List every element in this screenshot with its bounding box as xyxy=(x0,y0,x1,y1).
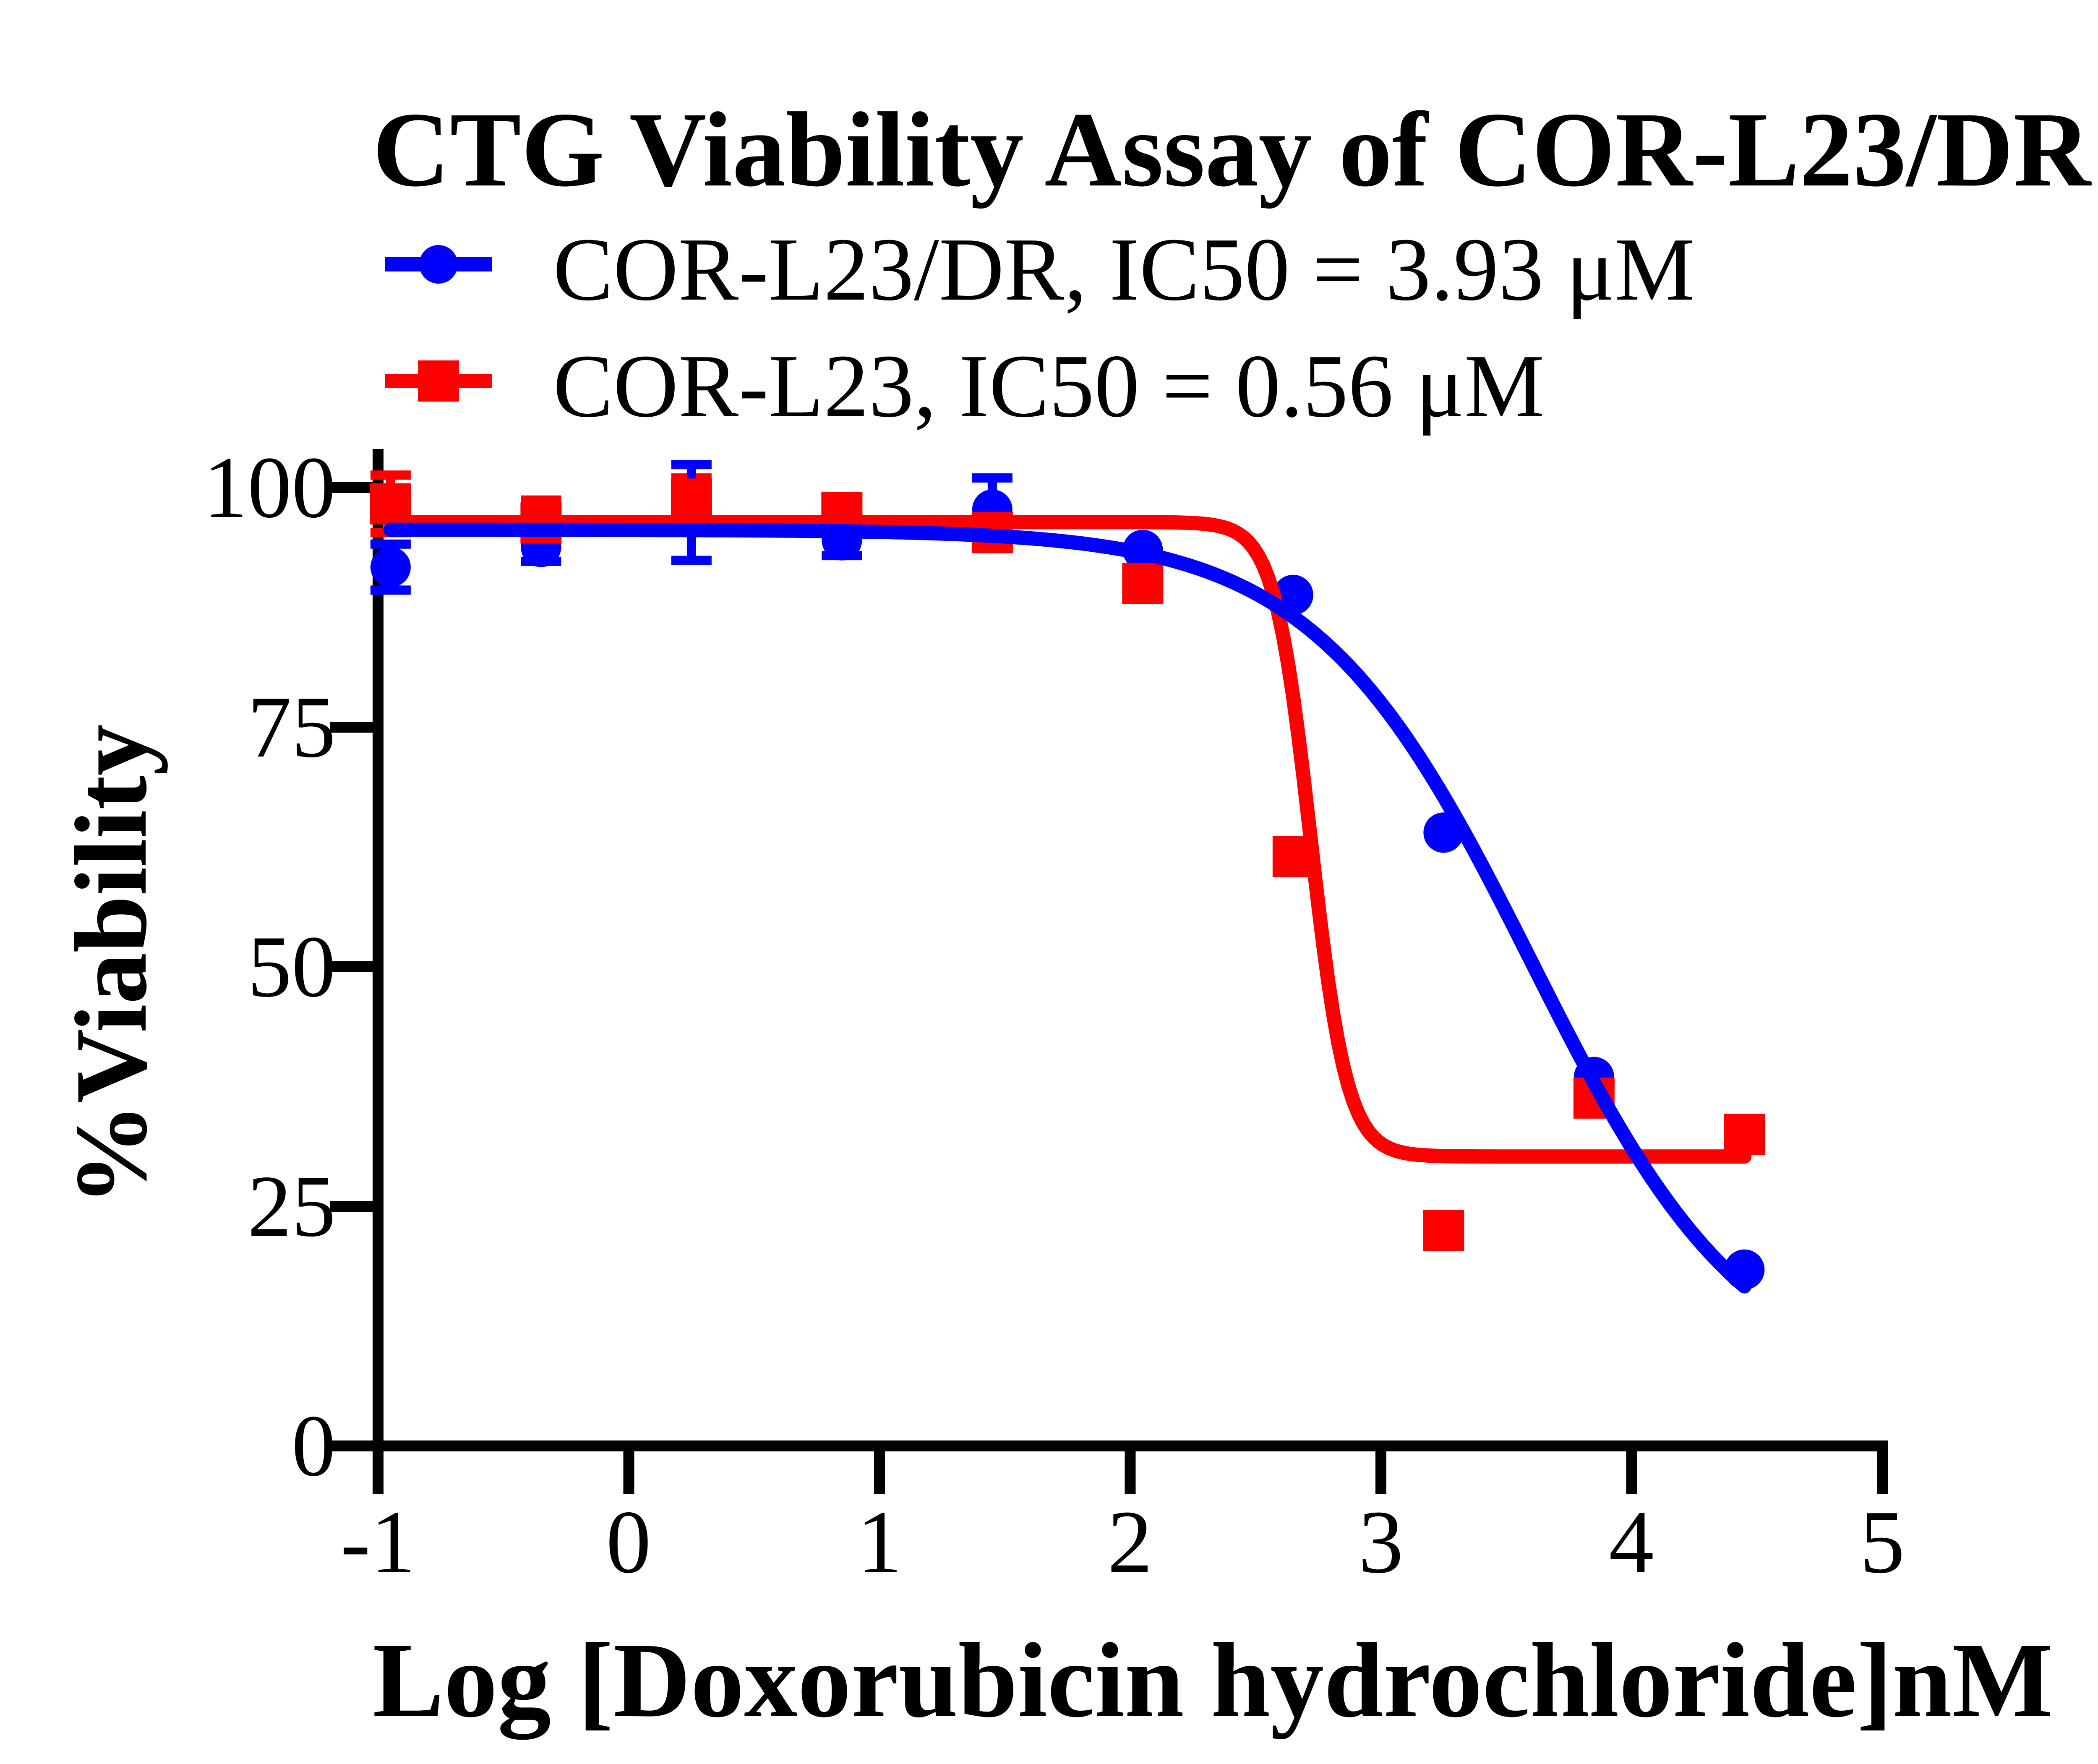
legend-square-icon xyxy=(418,360,459,402)
x-axis-title: Log [Doxorubicin hydrochloride]nM xyxy=(373,1621,2053,1740)
markers-cor-l23-dr xyxy=(370,489,1765,1290)
data-point-square xyxy=(1272,836,1314,877)
legend-label-cor-l23: COR-L23, IC50 = 0.56 μM xyxy=(553,336,1545,436)
fit-curve-cor-l23-dr xyxy=(383,522,1752,1294)
data-point-square xyxy=(370,483,411,525)
y-axis-title: %Viability xyxy=(54,724,168,1206)
x-tick-label: 5 xyxy=(1860,1492,1905,1592)
x-tick-label: 0 xyxy=(606,1492,651,1592)
data-point-square xyxy=(1724,1114,1765,1155)
x-tick-label: 4 xyxy=(1609,1492,1654,1592)
y-tick-label: 25 xyxy=(248,1158,336,1255)
data-point-square xyxy=(1122,563,1164,604)
data-point-square xyxy=(671,478,712,520)
x-tick-label: 3 xyxy=(1358,1492,1404,1592)
legend-label-cor-l23-dr: COR-L23/DR, IC50 = 3.93 μM xyxy=(553,219,1695,319)
y-tick-label: 50 xyxy=(248,918,336,1015)
y-tick-label: 75 xyxy=(248,678,336,776)
markers-cor-l23 xyxy=(370,478,1765,1251)
chart-title: CTG Viability Assay of COR-L23/DR xyxy=(373,91,2091,209)
x-tick-label: 1 xyxy=(857,1492,902,1592)
axes xyxy=(330,449,1888,1494)
x-tick-label: -1 xyxy=(340,1492,416,1592)
y-tick-label: 100 xyxy=(204,439,336,536)
y-tick-label: 0 xyxy=(292,1397,336,1495)
data-point-square xyxy=(1423,1210,1464,1251)
x-tick-label: 2 xyxy=(1107,1492,1153,1592)
data-point-circle xyxy=(370,547,411,587)
legend-circle-icon xyxy=(419,245,458,284)
fit-curve-cor-l23 xyxy=(383,515,1752,1164)
